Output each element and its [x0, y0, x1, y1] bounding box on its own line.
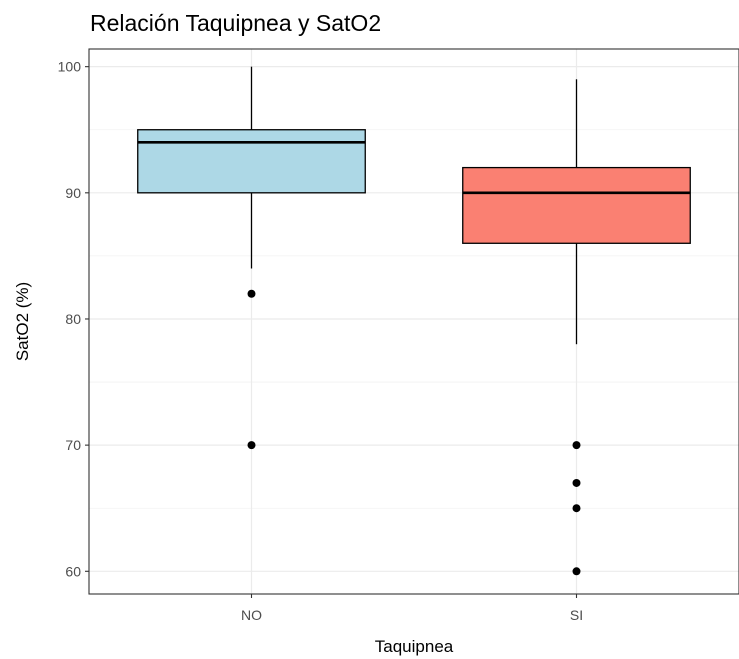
y-axis-title: SatO2 (%) — [13, 282, 32, 361]
panel-border — [88, 48, 739, 595]
outlier-point — [572, 441, 581, 450]
y-tick-label: 70 — [65, 437, 81, 453]
x-axis-title: Taquipnea — [375, 637, 454, 656]
outlier-point — [572, 504, 581, 513]
box-si — [462, 166, 691, 244]
outlier-point — [247, 289, 256, 298]
box-layer — [137, 66, 691, 576]
x-tick-label: SI — [570, 607, 583, 623]
outlier-point — [247, 441, 256, 450]
y-tick-label: 80 — [65, 311, 81, 327]
tick-layer: 60 70 80 90 100 NO SI — [58, 59, 583, 623]
y-tick-label: 100 — [58, 59, 82, 75]
y-tick-label: 90 — [65, 185, 81, 201]
outlier-point — [572, 478, 581, 487]
x-tick-label: NO — [241, 607, 262, 623]
box-no — [137, 129, 366, 194]
chart-title: Relación Taquipnea y SatO2 — [90, 10, 382, 36]
y-tick-label: 60 — [65, 563, 81, 579]
outlier-point — [572, 567, 581, 576]
